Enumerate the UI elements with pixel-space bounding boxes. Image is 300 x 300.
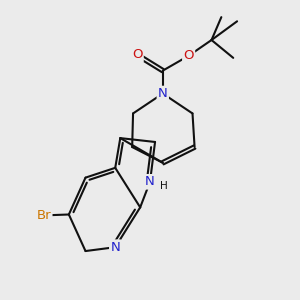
Text: N: N (145, 175, 155, 188)
Text: O: O (183, 49, 194, 62)
Text: N: N (110, 241, 120, 254)
Text: H: H (160, 181, 168, 191)
Text: N: N (158, 87, 168, 100)
Text: Br: Br (37, 209, 51, 222)
Text: O: O (132, 48, 142, 62)
